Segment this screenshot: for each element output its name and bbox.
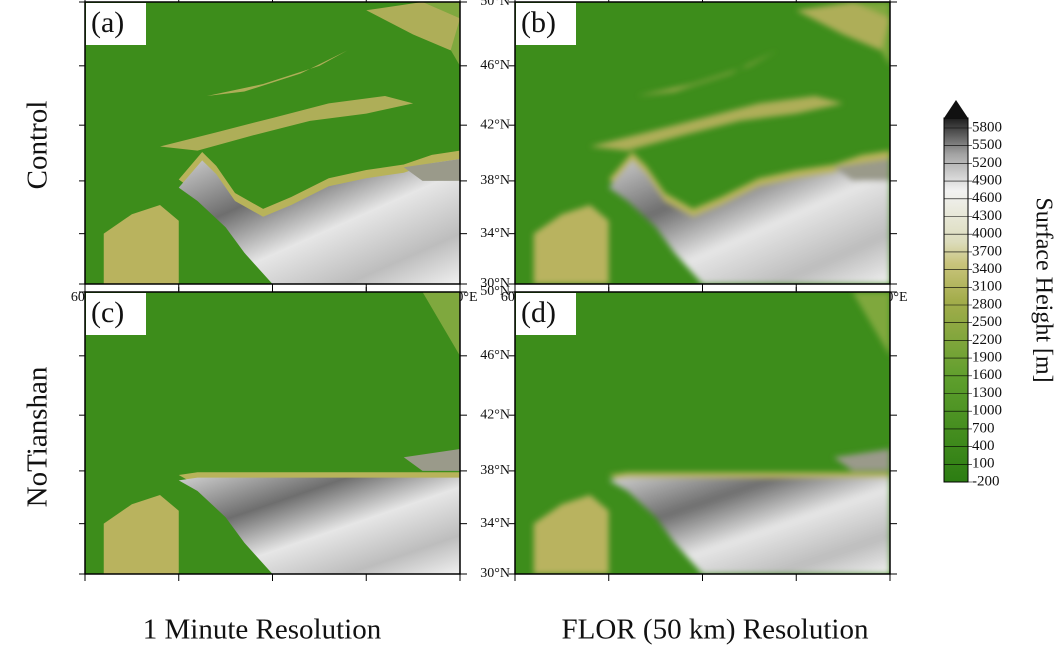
- terrain: [85, 2, 460, 284]
- colorbar-tick-label: 5200: [972, 155, 1002, 171]
- lat-tick-label: 34°N: [480, 516, 510, 531]
- lat-tick-label: 46°N: [480, 348, 510, 363]
- colorbar-tick-label: -200: [972, 473, 1000, 489]
- colorbar-tick-label: 1600: [972, 367, 1002, 383]
- lat-tick-label: 50°N: [480, 0, 510, 9]
- colorbar-tick-label: 3700: [972, 243, 1002, 259]
- lat-tick-label: 46°N: [480, 58, 510, 73]
- lat-tick-label: 42°N: [480, 117, 510, 132]
- map-panel: (b)60°E70°E80°E90°E100°E: [501, 0, 908, 305]
- highland: [422, 292, 460, 356]
- colorbar-tick-label: 4900: [972, 173, 1002, 189]
- map-panel: (a)60°E70°E80°E90°E100°E50°N46°N42°N38°N…: [71, 0, 510, 305]
- colorbar-tick-label: 1000: [972, 403, 1002, 419]
- terrain: [515, 292, 890, 574]
- column-label: FLOR (50 km) Resolution: [562, 614, 869, 646]
- highland: [852, 292, 890, 356]
- colorbar-tick-label: 1300: [972, 385, 1002, 401]
- mountain-range: [796, 2, 890, 51]
- panel-label: (a): [91, 6, 124, 39]
- mountain-range: [366, 2, 460, 51]
- terrain: [515, 2, 890, 284]
- lat-tick-label: 34°N: [480, 226, 510, 241]
- highland: [103, 204, 179, 284]
- row-label: NoTianshan: [22, 366, 54, 507]
- highland: [533, 204, 609, 284]
- colorbar-tick-label: 1900: [972, 350, 1002, 366]
- colorbar-tick-label: 4600: [972, 190, 1002, 206]
- panel-label-box: [516, 3, 576, 45]
- colorbar-tick-label: 2500: [972, 314, 1002, 330]
- highland: [833, 158, 890, 181]
- row-label: Control: [22, 101, 54, 190]
- relief: [533, 2, 890, 284]
- highland: [403, 158, 460, 181]
- highland: [403, 448, 460, 471]
- colorbar-tick-label: 400: [972, 438, 995, 454]
- plateau: [178, 158, 460, 284]
- mountain-range: [160, 95, 414, 151]
- colorbar-bar: [943, 117, 969, 483]
- lat-tick-label: 30°N: [480, 566, 510, 581]
- relief: [533, 292, 890, 574]
- colorbar-tick-label: 3100: [972, 279, 1002, 295]
- plateau: [608, 158, 890, 284]
- plateau: [178, 477, 460, 574]
- relief: [103, 292, 460, 574]
- highland: [533, 494, 609, 574]
- highland: [103, 494, 179, 574]
- colorbar-tick-label: 5800: [972, 119, 1002, 135]
- map-panel: (c) 50°N 46°N 42°N 38°N 34°N 30°N: [79, 284, 510, 581]
- colorbar-tick-label: 100: [972, 456, 995, 472]
- colorbar-tick-label: 4300: [972, 208, 1002, 224]
- colorbar-tick-label: 2800: [972, 296, 1002, 312]
- panel-label-box: [86, 3, 146, 45]
- colorbar-tick-label: 2200: [972, 332, 1002, 348]
- colorbar-tick-label: 3400: [972, 261, 1002, 277]
- lat-tick-label: 42°N: [480, 407, 510, 422]
- lat-tick-label: 30°N: [480, 276, 510, 291]
- panel-label: (b): [521, 6, 556, 39]
- panel-label-box: [86, 293, 146, 335]
- lat-tick-label: 50°N: [480, 284, 510, 299]
- relief: [103, 2, 460, 284]
- mountain-range: [590, 95, 844, 151]
- colorbar-tick-label: 4000: [972, 226, 1002, 242]
- highland: [833, 448, 890, 471]
- column-label: 1 Minute Resolution: [143, 614, 382, 646]
- colorbar-tick-label: 5500: [972, 137, 1002, 153]
- lat-tick-label: 38°N: [480, 463, 510, 478]
- map-panel: (d): [509, 287, 897, 581]
- colorbar-tick-label: 700: [972, 420, 995, 436]
- lat-tick-label: 38°N: [480, 173, 510, 188]
- plateau: [608, 477, 890, 574]
- colorbar-extend: [944, 100, 968, 118]
- colorbar-label: Surface Height [m]: [1030, 197, 1056, 382]
- panel-label-box: [516, 293, 576, 335]
- terrain: [85, 292, 460, 574]
- panel-label: (c): [91, 296, 124, 329]
- panel-label: (d): [521, 296, 556, 329]
